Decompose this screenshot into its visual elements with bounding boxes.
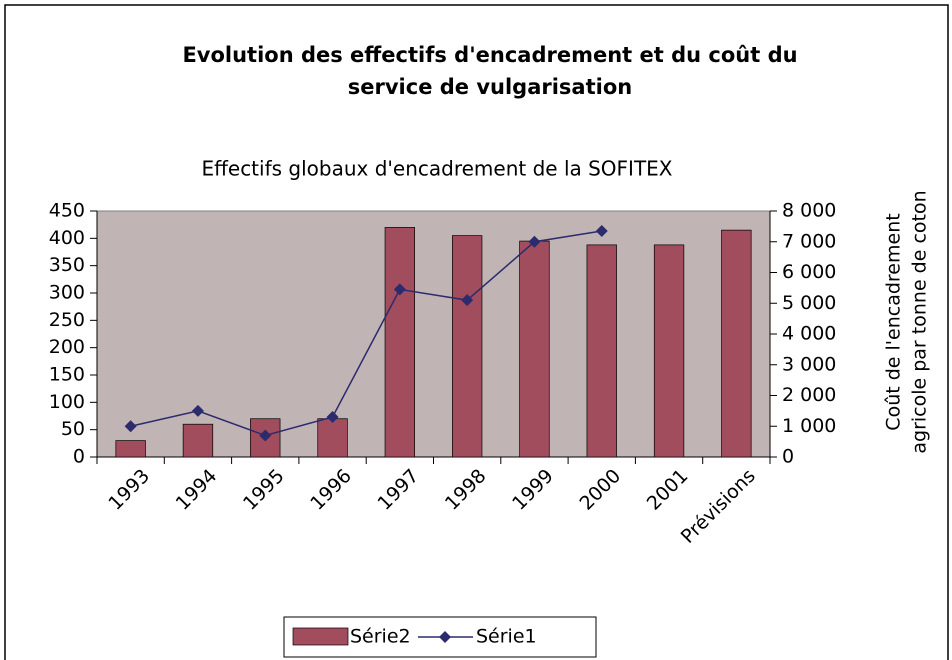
y2-tick-label: 7 000 [782, 230, 836, 252]
line-marker [259, 429, 272, 442]
bar [115, 440, 146, 458]
chart-title: service de vulgarisation [348, 75, 632, 99]
y2-axis-label: agricole par tonne de coton [909, 190, 931, 453]
line-marker [124, 420, 137, 433]
line-marker [191, 404, 204, 417]
y2-tick-label: 5 000 [782, 292, 836, 314]
legend-marker [439, 631, 451, 643]
y-tick-label: 450 [49, 200, 85, 222]
y-tick-label: 350 [49, 254, 85, 276]
legend-label: Série1 [476, 626, 537, 648]
y-tick-label: 0 [73, 446, 85, 468]
y-tick-label: 400 [49, 227, 85, 249]
y-tick-label: 50 [61, 418, 85, 440]
bar [384, 227, 416, 458]
y-tick-label: 150 [49, 364, 85, 386]
y2-tick-label: 6 000 [782, 261, 836, 283]
y-tick-label: 200 [49, 336, 85, 358]
y2-axis-label: Coût de l'encadrement [883, 213, 905, 430]
line-marker [393, 283, 406, 296]
bar [317, 418, 348, 458]
y2-tick-label: 8 000 [782, 200, 836, 222]
line [130, 230, 602, 437]
y2-tick-label: 0 [782, 446, 794, 468]
bar [721, 229, 752, 458]
chart-border [4, 4, 949, 660]
y-tick-label: 250 [49, 309, 85, 331]
y2-tick-label: 3 000 [782, 353, 836, 375]
y2-tick-label: 2 000 [782, 384, 836, 406]
bar [182, 423, 214, 458]
bar [519, 240, 550, 458]
bar [451, 235, 483, 458]
y2-tick-label: 4 000 [782, 323, 836, 345]
chart-subtitle: Effectifs globaux d'encadrement de la SO… [201, 157, 672, 181]
line-marker [461, 294, 474, 307]
legend-swatch [292, 627, 349, 646]
y-tick-label: 100 [49, 391, 85, 413]
line-marker [528, 235, 541, 248]
line-marker [595, 224, 608, 237]
line-marker [326, 411, 339, 424]
y-tick-label: 300 [49, 282, 85, 304]
bar [653, 244, 685, 458]
chart-title: Evolution des effectifs d'encadrement et… [182, 43, 797, 67]
bar [586, 244, 617, 458]
y2-tick-label: 1 000 [782, 415, 836, 437]
legend-label: Série2 [350, 626, 411, 648]
